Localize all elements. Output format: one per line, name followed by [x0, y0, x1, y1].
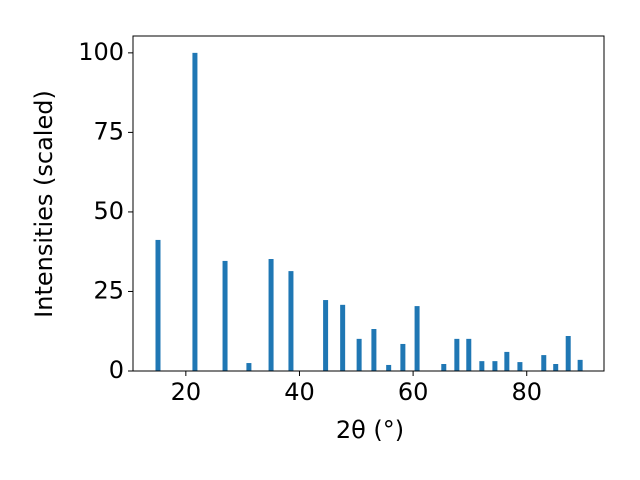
bar — [517, 362, 523, 371]
bar — [553, 364, 559, 371]
bar — [504, 351, 510, 371]
bar — [454, 338, 460, 371]
x-tick-label: 20 — [171, 378, 202, 406]
bar — [577, 359, 583, 371]
bar — [288, 271, 294, 371]
bar — [441, 364, 447, 371]
bar — [192, 52, 198, 371]
bar — [414, 306, 420, 371]
bar — [323, 300, 329, 371]
y-tick-label: 100 — [78, 38, 124, 66]
plot-frame — [132, 35, 605, 372]
y-tick-label: 75 — [93, 117, 124, 145]
bar — [340, 304, 346, 371]
y-tick-label: 0 — [109, 356, 124, 384]
bar — [356, 338, 362, 371]
bar — [400, 343, 406, 371]
y-tick-label: 50 — [93, 197, 124, 225]
bar — [222, 260, 228, 371]
bar — [479, 361, 485, 371]
bar — [268, 259, 274, 371]
bar — [155, 239, 161, 371]
bar — [386, 364, 392, 371]
y-axis-label: Intensities (scaled) — [30, 90, 58, 318]
y-tick-label: 25 — [93, 276, 124, 304]
bar — [541, 355, 547, 371]
x-tick-label: 80 — [511, 378, 542, 406]
bar — [565, 336, 571, 371]
bar — [246, 363, 252, 371]
bar — [492, 361, 498, 371]
x-axis-label: 2θ (°) — [336, 416, 404, 444]
x-tick-label: 60 — [398, 378, 429, 406]
x-tick-label: 40 — [284, 378, 315, 406]
bar — [466, 338, 472, 371]
bar — [371, 329, 377, 371]
